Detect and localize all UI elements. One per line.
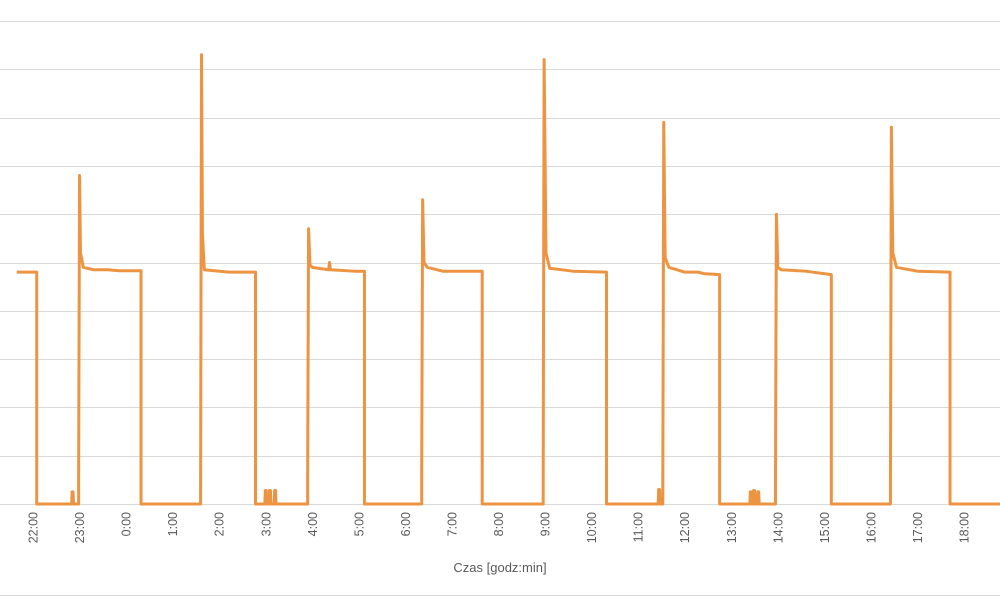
x-axis-label: Czas [godz:min] [0,560,1000,575]
series-layer [17,55,1000,504]
x-tick-label: 2:00 [213,512,227,536]
x-tick-label: 5:00 [352,512,366,536]
x-tick-label: 6:00 [399,512,413,536]
x-tick-label: 4:00 [306,512,320,536]
x-tick-label: 17:00 [911,512,925,543]
x-tick-label: 22:00 [27,512,41,543]
x-tick-labels: 22:00 23:00 0:00 1:00 2:00 3:00 4:00 5:00 6:00 7:… [27,512,1000,543]
x-tick-label: 7:00 [445,512,459,536]
chart-bottom-border [0,595,1000,596]
x-tick-label: 0:00 [120,512,134,536]
x-tick-label: 16:00 [864,512,878,543]
series-line [17,55,1000,504]
x-tick-label: 11:00 [632,512,646,542]
gridlines [0,22,1000,505]
x-tick-label: 12:00 [678,512,692,543]
x-tick-label: 23:00 [73,512,87,543]
x-tick-label: 1:00 [166,512,180,536]
x-tick-label: 13:00 [725,512,739,543]
x-tick-label: 3:00 [259,512,273,536]
x-tick-label: 10:00 [585,512,599,543]
x-tick-label: 9:00 [539,512,553,536]
x-tick-label: 15:00 [818,512,832,543]
x-tick-label: 14:00 [771,512,785,543]
x-tick-label: 18:00 [958,512,972,543]
x-tick-label: 8:00 [492,512,506,536]
